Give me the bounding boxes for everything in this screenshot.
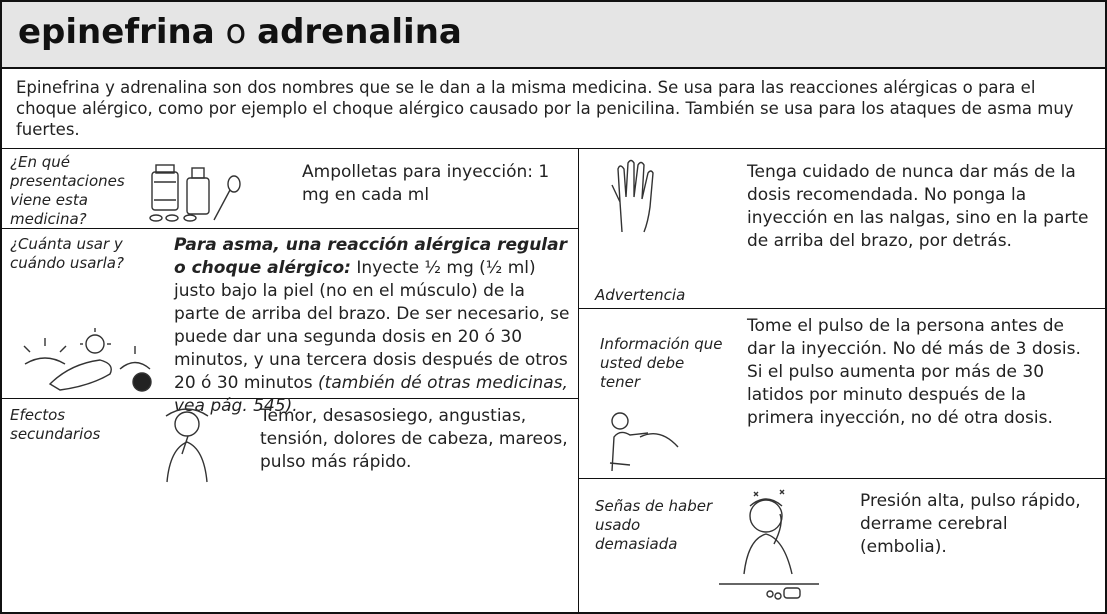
dizzy-person-icon (719, 489, 819, 600)
section-label: Información que usted debe tener (600, 335, 723, 391)
note-text: (también dé otras medicinas, vea pág. 54… (174, 373, 568, 416)
person-icon (165, 408, 209, 483)
title: epinefrina o adrenalina (18, 12, 462, 52)
section-label: ¿Cuánta usar y cuándo usarla? (10, 235, 124, 272)
body-text: Inyecte ½ mg (½ ml) justo bajo la piel (… (174, 258, 570, 393)
divider (578, 308, 1105, 309)
section-text: Presión alta, pulso rápido, derrame cere… (860, 491, 1081, 557)
hand-icon (611, 159, 654, 233)
section-text: Tome el pulso de la persona antes de dar… (747, 316, 1081, 428)
section-text: Para asma, una reacción alérgica regular… (174, 234, 574, 418)
sun-moon-icon (23, 328, 152, 392)
divider (2, 228, 578, 229)
pulse-icon (609, 412, 679, 472)
section-text: Temor, desasosiego, angustias, tensión, … (260, 406, 568, 472)
title-word: epinefrina (18, 12, 215, 52)
divider (578, 478, 1105, 479)
section-label: Advertencia (595, 286, 686, 304)
divider (2, 398, 578, 399)
section-text: Ampolletas para inyección: 1 mg en cada … (302, 162, 550, 205)
divider (578, 148, 579, 612)
header-bar (2, 2, 1105, 69)
bottles-icon (149, 164, 241, 222)
section-label: Efectos secundarios (10, 406, 101, 443)
intro-text: Epinefrina y adrenalina son dos nombres … (16, 78, 1074, 139)
section-text: Tenga cuidado de nunca dar más de la dos… (747, 162, 1089, 251)
lead-text: Para asma, una reacción alérgica regular… (174, 235, 567, 278)
title-connector: o (225, 12, 247, 52)
title-word: adrenalina (257, 12, 462, 52)
divider (2, 148, 1105, 149)
section-label: Señas de haber usado demasiada (595, 497, 713, 553)
section-label: ¿En qué presentaciones viene esta medici… (10, 153, 125, 228)
